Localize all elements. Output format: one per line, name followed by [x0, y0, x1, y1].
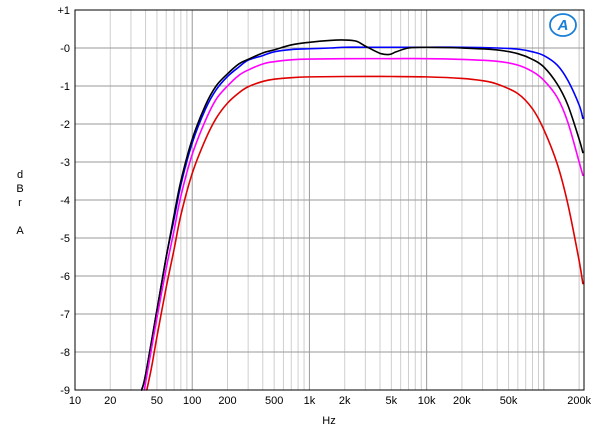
x-tick-label: 50k — [500, 395, 518, 407]
y-tick-label: -8 — [60, 347, 70, 359]
x-tick-label: 500 — [265, 395, 283, 407]
x-tick-label: 1k — [304, 395, 316, 407]
x-tick-labels: 10 20 50 100 200 500 1k 2k 5k 10k 20k 50k 200k — [69, 395, 592, 407]
x-tick-label: 200 — [218, 395, 236, 407]
x-tick-label: 200k — [567, 395, 591, 407]
x-tick-label: 50 — [151, 395, 163, 407]
y-tick-label: -7 — [60, 309, 70, 321]
y-tick-label: +1 — [57, 5, 70, 17]
series-black — [140, 39, 584, 391]
x-tick-label: 10 — [69, 395, 81, 407]
x-tick-label: 100 — [183, 395, 201, 407]
series-layer — [140, 39, 584, 391]
ylabel-letter-a: A — [16, 225, 24, 237]
svg-text:A: A — [557, 17, 569, 34]
y-tick-label: -2 — [60, 119, 70, 131]
x-tick-label: 20k — [453, 395, 471, 407]
y-tick-label: -3 — [60, 157, 70, 169]
y-tick-label: -4 — [60, 195, 70, 207]
series-red — [146, 75, 584, 391]
y-tick-label: -1 — [60, 81, 70, 93]
ylabel-letter-d: d — [17, 169, 23, 181]
ylabel-letter-b: B — [16, 183, 23, 195]
x-tick-label: 2k — [339, 395, 351, 407]
y-tick-label: -0 — [60, 43, 70, 55]
x-axis-label: Hz — [322, 415, 335, 427]
plot-frame — [74, 9, 585, 391]
series-magenta — [143, 57, 584, 391]
y-tick-label: -6 — [60, 271, 70, 283]
ap-logo: A — [549, 13, 577, 37]
x-tick-label: 5k — [386, 395, 398, 407]
ylabel-letter-r: r — [18, 197, 22, 209]
x-tick-label: 10k — [418, 395, 436, 407]
y-axis-label: d B r A — [16, 169, 24, 237]
x-tick-label: 20 — [104, 395, 116, 407]
y-tick-label: -9 — [60, 385, 70, 397]
y-tick-labels: +1 -0 -1 -2 -3 -4 -5 -6 -7 -8 -9 — [57, 5, 70, 397]
y-tick-label: -5 — [60, 233, 70, 245]
